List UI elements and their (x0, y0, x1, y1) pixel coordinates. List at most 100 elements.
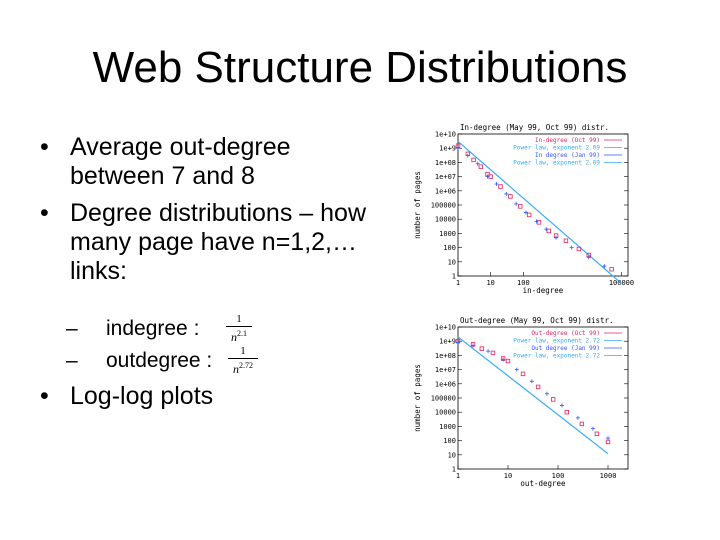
data-point (505, 358, 511, 364)
y-tick-label: 1e+08 (435, 159, 456, 167)
y-tick-label: 1e+08 (435, 352, 456, 360)
data-point (546, 228, 552, 234)
x-tick-label: 100 (517, 279, 530, 287)
sub-bullet-text: indegree : (106, 317, 200, 340)
legend-label: Power law, exponent 2.09 (513, 145, 600, 152)
x-tick-label: 100 (552, 472, 565, 480)
data-point (526, 212, 532, 218)
y-tick-label: 10000 (435, 409, 456, 417)
x-axis-label: out-degree (520, 479, 566, 488)
legend-label: Out-degree (Oct 99) (531, 330, 600, 337)
data-point (544, 391, 549, 396)
y-tick-label: 1000 (439, 230, 456, 238)
data-point (485, 174, 490, 179)
x-tick-label: 1000 (600, 472, 617, 480)
y-tick-label: 100000 (431, 395, 456, 403)
data-point (498, 184, 503, 189)
fraction-bar (226, 326, 252, 327)
fit-line (457, 336, 609, 455)
data-point (504, 191, 509, 196)
y-tick-label: 10000 (435, 216, 456, 224)
sub-bullet-text: outdegree : (106, 349, 213, 372)
y-tick-label: 1e+9 (439, 338, 456, 346)
data-point (564, 410, 570, 415)
bullet-log-log-plots: • Log-log plots (40, 382, 385, 411)
data-point (456, 340, 460, 345)
fraction-numerator: 1 (236, 313, 242, 325)
y-tick-label: 1e+07 (435, 173, 456, 181)
data-point (520, 371, 526, 377)
data-point (456, 146, 460, 151)
bullet-symbol: • (40, 133, 49, 161)
data-point (471, 343, 476, 348)
x-axis-label: in-degree (523, 286, 564, 295)
bullet-text: Degree distributions – how many page hav… (70, 199, 366, 285)
data-point (602, 264, 607, 269)
data-point (579, 421, 585, 427)
bullet-symbol: • (40, 382, 49, 410)
data-point (479, 346, 485, 351)
legend-label: Out degree (Jan 99) (531, 345, 600, 352)
y-tick-label: 10 (448, 258, 456, 266)
y-tick-label: 1e+10 (435, 324, 456, 332)
data-point (586, 255, 591, 260)
data-point (494, 182, 499, 187)
fraction-numerator: 1 (240, 345, 246, 357)
y-tick-label: 1e+10 (435, 131, 456, 139)
y-tick-label: 100000 (431, 202, 456, 210)
y-tick-label: 100 (443, 244, 456, 252)
slide-title: Web Structure Distributions (92, 43, 628, 92)
bullet-average-outdegree: • Average out-degree between 7 and 8 (40, 133, 385, 191)
sub-bullet-dash: – (66, 349, 78, 372)
y-tick-label: 1 (452, 466, 456, 474)
data-point (559, 403, 564, 408)
outdegree-chart: Out-degree (May 99, Oct 99) distr. 1e+10 1… (413, 316, 629, 488)
data-point (535, 384, 541, 390)
y-tick-label: 1e+07 (435, 366, 456, 374)
x-tick-label: 1 (456, 279, 460, 287)
data-point (486, 349, 491, 354)
chart-title: In-degree (May 99, Oct 99) distr. (460, 123, 609, 132)
bullet-list: • Average out-degree between 7 and 8 • D… (40, 133, 385, 294)
sub-bullet-dash: – (66, 317, 78, 340)
bullet-degree-distributions: • Degree distributions – how many page h… (40, 199, 385, 286)
sub-bullet-indegree: – indegree : (66, 316, 199, 342)
data-point (544, 227, 549, 232)
data-point (501, 357, 506, 362)
y-tick-label: 1e+06 (435, 187, 456, 195)
y-tick-label: 10 (448, 451, 456, 459)
data-point (523, 210, 528, 215)
data-point (536, 220, 542, 225)
y-tick-label: 1000 (439, 423, 456, 431)
data-point (475, 161, 480, 166)
data-point (550, 397, 556, 402)
bullet-text: Log-log plots (70, 382, 214, 410)
fit-line (457, 140, 622, 284)
data-point (518, 204, 523, 209)
legend-label: Power law, exponent 2.72 (513, 338, 600, 345)
outdegree-fraction: 1 n2.72 (228, 345, 258, 375)
data-point (490, 350, 496, 356)
legend-label: In degree (Jan 99) (535, 152, 600, 159)
x-tick-label: 10 (504, 472, 512, 480)
data-point (606, 436, 610, 441)
data-point (508, 194, 513, 199)
chart-title: Out-degree (May 99, Oct 99) distr. (460, 316, 614, 325)
y-tick-label: 100 (443, 437, 456, 445)
y-axis-label: number of pages (413, 171, 422, 239)
data-point (575, 415, 580, 420)
data-point (605, 439, 611, 445)
data-point (529, 379, 534, 384)
data-point (465, 153, 470, 158)
fraction-denominator: n2.72 (233, 361, 253, 376)
legend-label: In-degree (Oct 99) (535, 137, 600, 144)
data-point (514, 367, 519, 372)
indegree-chart: In-degree (May 99, Oct 99) distr. 1e+10 1e… (413, 123, 634, 295)
x-tick-label: 1 (456, 472, 460, 480)
data-point (576, 246, 582, 252)
data-point (534, 219, 539, 224)
indegree-fraction: 1 n2.1 (226, 313, 252, 343)
fraction-bar (228, 358, 258, 359)
data-point (563, 238, 569, 244)
sub-bullet-outdegree: – outdegree : (66, 348, 212, 374)
